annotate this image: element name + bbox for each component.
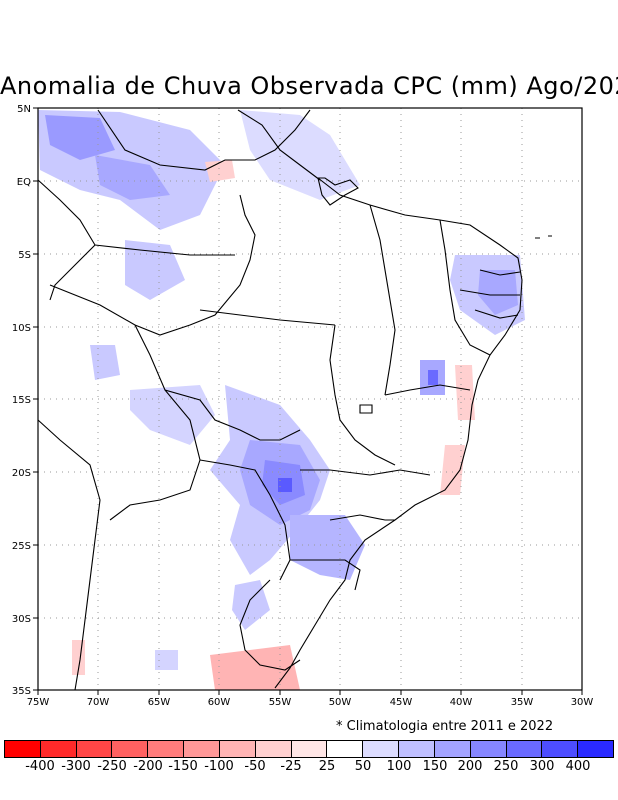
lat-label: 10S (12, 323, 31, 334)
colorbar-label: -200 (133, 759, 163, 774)
colorbar-cell (76, 741, 113, 757)
positive-anomaly-patch (90, 345, 120, 380)
colorbar-label: 50 (354, 759, 372, 774)
colorbar-cell (399, 741, 435, 757)
colorbar-label: -150 (168, 759, 198, 774)
colorbar-labels: -400 -300 -250 -200 -150 -100 -50 -25 25… (0, 759, 618, 779)
colorbar-label: -300 (61, 759, 91, 774)
colorbar-cell (148, 741, 185, 757)
colorbar-cell (5, 741, 41, 757)
colorbar (4, 740, 614, 758)
lon-label: 60W (208, 697, 231, 708)
colorbar-cell (542, 741, 579, 757)
lat-label: 20S (12, 468, 31, 479)
colorbar-cell (506, 741, 543, 757)
colorbar-cell (255, 741, 292, 757)
colorbar-label: -100 (204, 759, 234, 774)
colorbar-cell (578, 741, 614, 757)
lat-label: 35S (12, 686, 31, 697)
positive-anomaly-patch (155, 650, 178, 670)
negative-anomaly-patch (455, 365, 475, 420)
lat-label: 5N (17, 104, 31, 115)
positive-anomaly-patch (428, 370, 438, 385)
lon-label: 70W (87, 697, 110, 708)
positive-anomaly-patch (240, 110, 360, 200)
positive-anomaly-patch (278, 478, 292, 492)
lat-label: EQ (17, 177, 31, 188)
colorbar-label: 250 (493, 759, 519, 774)
negative-anomaly-patch (210, 645, 300, 690)
lat-label: 30S (12, 614, 31, 625)
colorbar-label: 100 (386, 759, 412, 774)
map-title: Anomalia de Chuva Observada CPC (mm) Ago… (0, 72, 618, 100)
colorbar-label: -250 (97, 759, 127, 774)
lon-label: 65W (148, 697, 171, 708)
colorbar-cell (184, 741, 220, 757)
colorbar-label: -400 (25, 759, 55, 774)
colorbar-cell (219, 741, 256, 757)
negative-anomaly-patch (205, 160, 235, 182)
colorbar-label: 200 (457, 759, 483, 774)
lon-label: 30W (571, 697, 594, 708)
lon-label: 45W (390, 697, 413, 708)
frame-ticks (33, 107, 583, 695)
positive-anomaly-patch (232, 580, 270, 630)
country-borders (37, 109, 552, 691)
colorbar-cell (327, 741, 364, 757)
positive-anomaly-patch (290, 515, 365, 580)
colorbar-label: 400 (565, 759, 591, 774)
positive-anomaly-patch (95, 155, 170, 200)
positive-anomaly-patch (478, 270, 518, 315)
lat-label: 5S (18, 250, 31, 261)
lat-label: 15S (12, 395, 31, 406)
colorbar-label: 150 (422, 759, 448, 774)
colorbar-cell (363, 741, 400, 757)
colorbar-label: 25 (318, 759, 336, 774)
colorbar-label: 300 (529, 759, 555, 774)
lon-label: 50W (329, 697, 352, 708)
lon-label: 35W (511, 697, 534, 708)
anomaly-patches (38, 110, 525, 690)
colorbar-label: -25 (280, 759, 302, 774)
lat-label: 25S (12, 541, 31, 552)
negative-anomaly-patch (440, 445, 465, 495)
colorbar-cell (434, 741, 471, 757)
colorbar-cell (112, 741, 149, 757)
lon-label: 75W (27, 697, 50, 708)
colorbar-label: -50 (244, 759, 266, 774)
colorbar-cell (40, 741, 77, 757)
lon-label: 40W (450, 697, 473, 708)
lat-lon-grid (38, 108, 582, 690)
climatology-note: * Climatologia entre 2011 e 2022 (336, 719, 554, 734)
positive-anomaly-patch (125, 240, 185, 300)
colorbar-cell (470, 741, 507, 757)
colorbar-cell (291, 741, 328, 757)
lon-label: 55W (269, 697, 292, 708)
positive-anomaly-patch (130, 385, 215, 445)
